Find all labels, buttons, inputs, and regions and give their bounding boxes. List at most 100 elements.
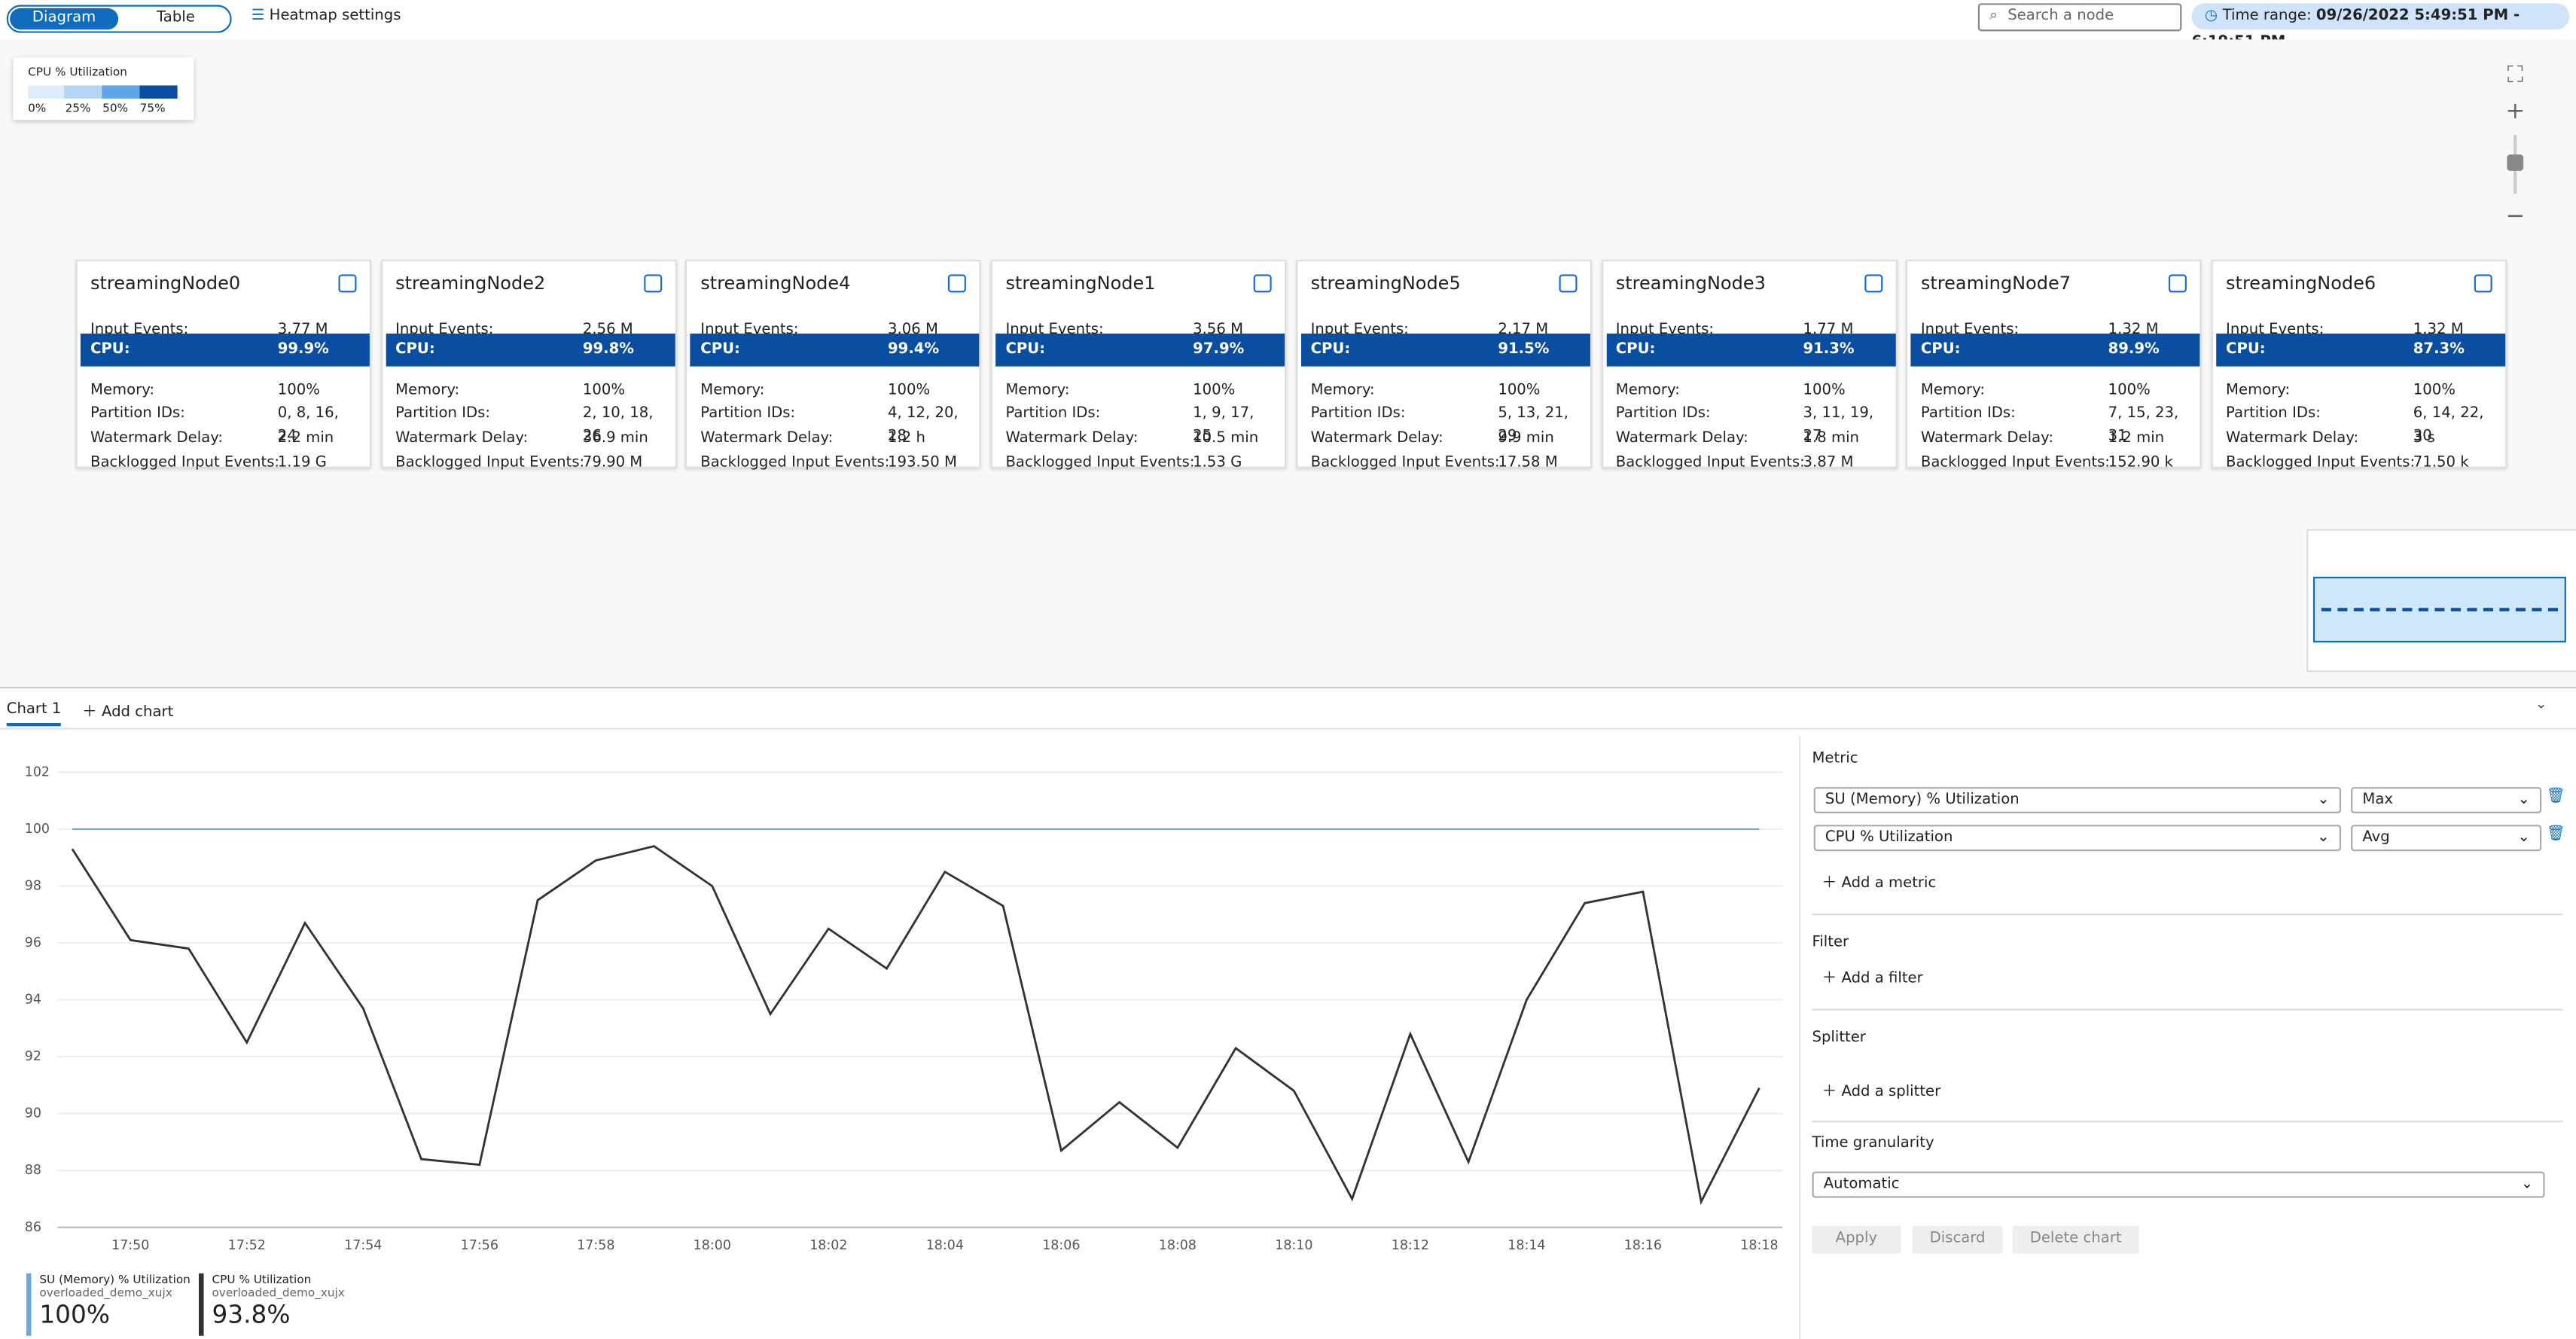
x-tick-label: 18:12: [1392, 1238, 1429, 1253]
field-value: 79.90 M: [582, 455, 643, 472]
x-tick-label: 18:02: [809, 1238, 847, 1253]
divider: [1812, 1120, 2563, 1123]
node-card[interactable]: streamingNode7 Input Events: 1.32 M CPU: 89.…: [1906, 259, 2202, 471]
legend-subtitle: overloaded_demo_xujx: [212, 1286, 345, 1300]
node-card[interactable]: streamingNode2 Input Events: 2.56 M CPU: 99.…: [380, 259, 677, 472]
node-row: Backlogged Input Events: 71.50 k: [2226, 452, 2492, 475]
node-row: CPU: 91.5%: [1300, 333, 1590, 367]
node-checkbox[interactable]: [948, 274, 967, 293]
x-tick-label: 18:04: [926, 1238, 964, 1253]
discard-button[interactable]: Discard: [1912, 1225, 2003, 1254]
divider: [1812, 914, 2563, 916]
swatch: [28, 85, 65, 99]
field-label: Backlogged Input Events:: [700, 455, 890, 472]
node-card[interactable]: streamingNode0 Input Events: 3.77 M CPU: 99.…: [75, 259, 372, 471]
fit-button[interactable]: ⛶: [2507, 62, 2523, 89]
zoom-out[interactable]: −: [2505, 203, 2526, 230]
add-metric[interactable]: ＋ Add a metric: [1821, 875, 1937, 892]
node-checkbox[interactable]: [643, 274, 662, 293]
metric-select[interactable]: CPU % Utilization ⌄: [1813, 825, 2342, 852]
heatmap-settings[interactable]: ☰ Heatmap settings: [251, 8, 401, 25]
field-label: CPU:: [1310, 341, 1351, 358]
field-value: 3 s: [2413, 430, 2435, 447]
node-checkbox[interactable]: [338, 274, 357, 293]
legend-item[interactable]: CPU % Utilization overloaded_demo_xujx 93.…: [198, 1273, 376, 1336]
granularity-select[interactable]: Automatic ⌄: [1812, 1171, 2545, 1198]
metric-select[interactable]: SU (Memory) % Utilization ⌄: [1813, 787, 2342, 813]
splitter[interactable]: [0, 686, 2576, 689]
y-tick-label: 98: [25, 879, 41, 894]
minimap-viewport[interactable]: [2312, 576, 2566, 643]
add-filter[interactable]: ＋ Add a filter: [1821, 971, 1923, 988]
node-row: Memory: 100%: [1311, 380, 1577, 403]
add-chart[interactable]: ＋ Add chart: [82, 704, 174, 721]
field-value: 17.58 M: [1498, 455, 1558, 472]
node-row: Partition IDs: 3, 11, 19, 27: [1616, 403, 1882, 445]
field-label: Backlogged Input Events:: [1615, 455, 1805, 472]
aggregation-select[interactable]: Avg ⌄: [2351, 825, 2542, 852]
field-value: 1.19 G: [277, 455, 327, 472]
series-line: [71, 845, 1761, 1206]
node-card[interactable]: streamingNode6 Input Events: 1.32 M CPU: 87.…: [2211, 259, 2507, 471]
node-card[interactable]: streamingNode1 Input Events: 3.56 M CPU: 97.…: [990, 259, 1287, 471]
section-title: Time granularity: [1812, 1135, 1934, 1152]
x-tick-label: 17:58: [577, 1238, 614, 1253]
field-value: 7, 15, 23, 31: [2108, 405, 2179, 446]
node-card[interactable]: streamingNode4 Input Events: 3.06 M CPU: 99.…: [685, 259, 982, 471]
x-tick-label: 18:08: [1159, 1238, 1197, 1253]
zoom-in[interactable]: +: [2505, 98, 2526, 125]
node-checkbox[interactable]: [1559, 274, 1578, 293]
field-label: Backlogged Input Events:: [395, 455, 585, 472]
node-checkbox[interactable]: [1864, 274, 1882, 293]
field-value: 4, 12, 20, 28: [888, 405, 959, 446]
node-checkbox[interactable]: [1253, 274, 1272, 293]
field-value: 89.9%: [2108, 341, 2160, 358]
field-value: 193.50 M: [888, 455, 957, 472]
field-label: Watermark Delay:: [1005, 430, 1139, 447]
node-checkbox[interactable]: [2169, 274, 2187, 293]
time-range[interactable]: ◷Time range: 09/26/2022 5:49:51 PM - 6:1…: [2191, 3, 2570, 51]
delete-metric[interactable]: 🗑: [2546, 788, 2565, 806]
delete-metric[interactable]: 🗑: [2546, 826, 2565, 843]
field-value: 100%: [277, 383, 320, 400]
node-row: Watermark Delay: 2.2 min: [90, 427, 356, 450]
collapse[interactable]: ⌄: [2535, 697, 2547, 713]
node-row: Watermark Delay: 9.9 min: [1311, 427, 1577, 450]
field-value: 100%: [888, 383, 931, 400]
delete-chart-button[interactable]: Delete chart: [2012, 1225, 2139, 1254]
node-row: Watermark Delay: 1.2 min: [1921, 427, 2187, 450]
node-row: Partition IDs: 1, 9, 17, 25: [1005, 403, 1271, 445]
node-card[interactable]: streamingNode3 Input Events: 1.77 M CPU: 91.…: [1601, 259, 1897, 472]
chart-tab[interactable]: Chart 1: [6, 702, 62, 727]
field-value: 10.5 min: [1193, 430, 1259, 447]
chevron: ⌄: [2517, 792, 2530, 809]
field-label: Backlogged Input Events:: [2226, 455, 2416, 472]
node-row: Backlogged Input Events: 193.50 M: [700, 452, 966, 475]
x-tick-label: 18:14: [1507, 1238, 1545, 1253]
zoom-slider[interactable]: [2507, 134, 2524, 194]
field-value: 3.87 M: [1803, 455, 1854, 472]
field-value: 99.9%: [277, 341, 329, 358]
node-checkbox[interactable]: [2474, 274, 2492, 293]
y-tick-label: 92: [25, 1049, 41, 1064]
legend-item[interactable]: SU (Memory) % Utilization overloaded_demo…: [26, 1273, 204, 1336]
node-card[interactable]: streamingNode5 Input Events: 2.17 M CPU: 91.…: [1295, 259, 1592, 471]
swatch: [139, 85, 178, 99]
tab-table[interactable]: Table: [157, 10, 195, 26]
field-value: 100%: [1498, 383, 1541, 400]
add-splitter[interactable]: ＋ Add a splitter: [1821, 1084, 1941, 1101]
tab-diagram[interactable]: Diagram: [10, 8, 119, 30]
chevron: ⌄: [2317, 829, 2330, 846]
field-label: Partition IDs:: [90, 405, 185, 422]
swatch: [102, 85, 140, 99]
field-label: Watermark Delay:: [1920, 430, 2053, 447]
section-title: Filter: [1812, 935, 1849, 952]
aggregation-select[interactable]: Max ⌄: [2351, 787, 2542, 813]
field-label: Memory:: [395, 383, 460, 400]
node-row: Backlogged Input Events: 1.19 G: [90, 452, 356, 475]
apply-button[interactable]: Apply: [1812, 1225, 1901, 1254]
node-row: Memory: 100%: [1005, 380, 1271, 403]
search-box[interactable]: ⌕ Search a node: [1977, 3, 2182, 32]
field-value: 0, 8, 16, 24: [277, 405, 339, 446]
field-label: Partition IDs:: [1920, 405, 2016, 422]
